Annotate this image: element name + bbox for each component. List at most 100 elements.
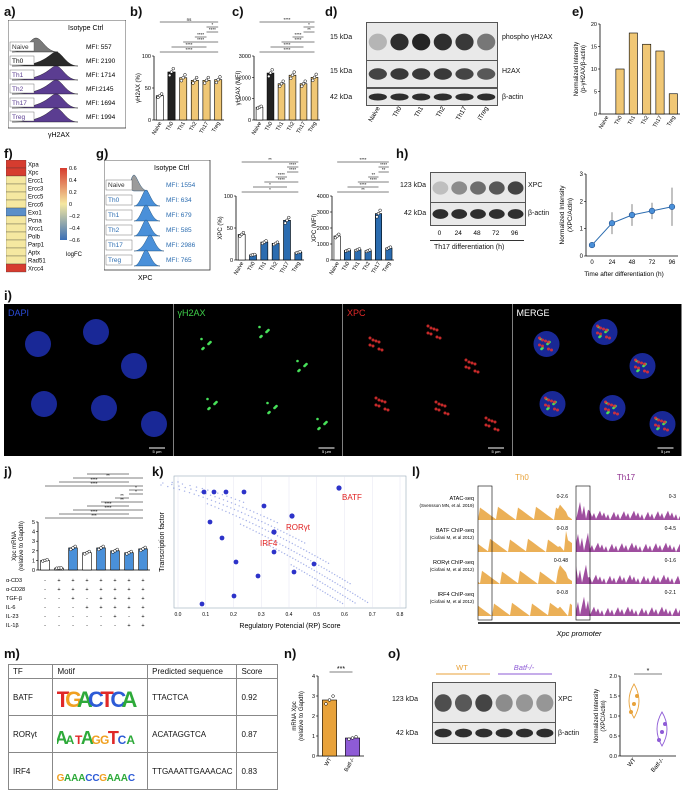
foci	[443, 411, 447, 415]
data-point	[264, 535, 266, 538]
condition-value: +	[57, 587, 60, 593]
motif-seq: TTACTCA	[147, 678, 238, 716]
data-point	[276, 521, 279, 524]
y-axis-label: Transcription factor	[159, 512, 166, 572]
foci	[604, 400, 607, 404]
blot-d-kda-2: 15 kDa	[330, 68, 353, 75]
track-signal	[478, 504, 572, 520]
x-tick-label: Th2	[362, 261, 372, 272]
motif-letter: T	[75, 733, 83, 747]
heatmap-cell	[6, 160, 27, 169]
data-point	[288, 541, 291, 543]
data-point	[344, 579, 346, 582]
x-tick-label: Th17	[371, 261, 382, 275]
condition-value: -	[58, 596, 60, 602]
blot-d-h2ax	[366, 60, 498, 88]
blot-h-actin	[430, 202, 526, 226]
condition-value: +	[85, 578, 88, 584]
foci	[467, 360, 471, 364]
chart-h: 0 1 2 3 0 24 48 72 96 Time after differentiation …	[559, 172, 678, 278]
gene-label: Parp1	[28, 243, 45, 249]
gene-label: Pcna	[28, 219, 42, 225]
blot-band	[477, 68, 496, 80]
row-label: Th1	[108, 212, 120, 219]
condition-value: -	[44, 623, 46, 629]
heatmap-cell	[6, 191, 27, 201]
data-point	[292, 70, 296, 74]
data-point	[306, 573, 308, 575]
data-point	[308, 551, 311, 554]
foci	[599, 332, 602, 336]
data-point	[290, 73, 295, 77]
gene-label: Ercc6	[28, 203, 44, 209]
blot-band	[455, 93, 474, 101]
color-scale	[60, 168, 67, 240]
data-point	[314, 72, 318, 76]
data-point	[99, 546, 103, 550]
data-point	[347, 589, 349, 591]
data-point	[181, 483, 184, 485]
sig-label: ****	[185, 42, 192, 47]
motif-col-tf: TF	[7, 664, 54, 679]
y-tick-label: 1	[312, 734, 315, 740]
y-tick-label: 2000	[317, 226, 329, 232]
foci	[605, 328, 608, 332]
y-tick-label: 2	[312, 714, 315, 720]
nucleus	[141, 411, 167, 437]
data-point	[71, 546, 75, 550]
blot-band	[432, 181, 449, 195]
y-tick-label: 2000	[239, 75, 251, 81]
x-tick-label: Th17	[296, 121, 307, 135]
data-point	[160, 484, 162, 486]
y-axis-label-2: (relative to Gapdh)	[299, 691, 305, 741]
heatmap-cell	[6, 207, 27, 217]
motif-col-motif: Motif	[52, 664, 149, 679]
row-label-box	[9, 69, 35, 80]
data-point	[331, 580, 334, 582]
panel-label-k: k)	[152, 464, 164, 479]
condition-value: -	[44, 614, 46, 620]
row-label: Th0	[108, 197, 120, 204]
bar	[167, 71, 176, 121]
sig-label: **	[307, 27, 311, 32]
lane-label: Naive	[367, 106, 382, 123]
x-tick-label: 48	[629, 260, 636, 266]
motif-letter: A	[121, 773, 128, 784]
bar	[138, 548, 148, 571]
data-point	[298, 250, 302, 254]
data-point	[143, 545, 147, 550]
y-axis-label: Normalized Intensity	[574, 42, 580, 96]
data-point	[332, 588, 334, 590]
x-tick-label: Naive	[233, 261, 245, 276]
blot-band	[412, 68, 431, 80]
foci	[266, 401, 269, 405]
y-tick-label: 20	[591, 22, 597, 28]
condition-value: -	[44, 605, 46, 611]
micrograph	[343, 304, 512, 456]
x-axis-label: Time after differentiation (h)	[584, 271, 663, 278]
condition-label: IL-6	[6, 605, 15, 611]
lane-label: Th0	[392, 106, 404, 119]
blot-band	[454, 728, 473, 738]
foci	[374, 396, 378, 400]
data-point	[230, 497, 232, 499]
nucleus	[91, 395, 117, 421]
blot-band	[390, 93, 409, 101]
sig-label: ****	[278, 177, 285, 182]
foci	[547, 340, 550, 344]
lane-label: 24	[455, 230, 463, 237]
foci	[604, 407, 607, 411]
y-axis-label: Normalized Intensity	[559, 185, 566, 245]
chart-k: 0.0 0.1 0.2 0.3 0.4 0.5 0.6 0.7 0.8 Regulatory Po…	[159, 475, 407, 630]
data-point	[307, 558, 309, 560]
y-axis-label: γH2AX (MFI)	[236, 71, 242, 106]
data-point	[291, 542, 294, 545]
data-point	[312, 75, 317, 79]
x-tick-label: 0.3	[258, 612, 265, 618]
condition-label: IL-23	[6, 614, 19, 620]
channel-label: DAPI	[8, 308, 29, 318]
mfi-label: MFI:2145	[86, 86, 114, 93]
